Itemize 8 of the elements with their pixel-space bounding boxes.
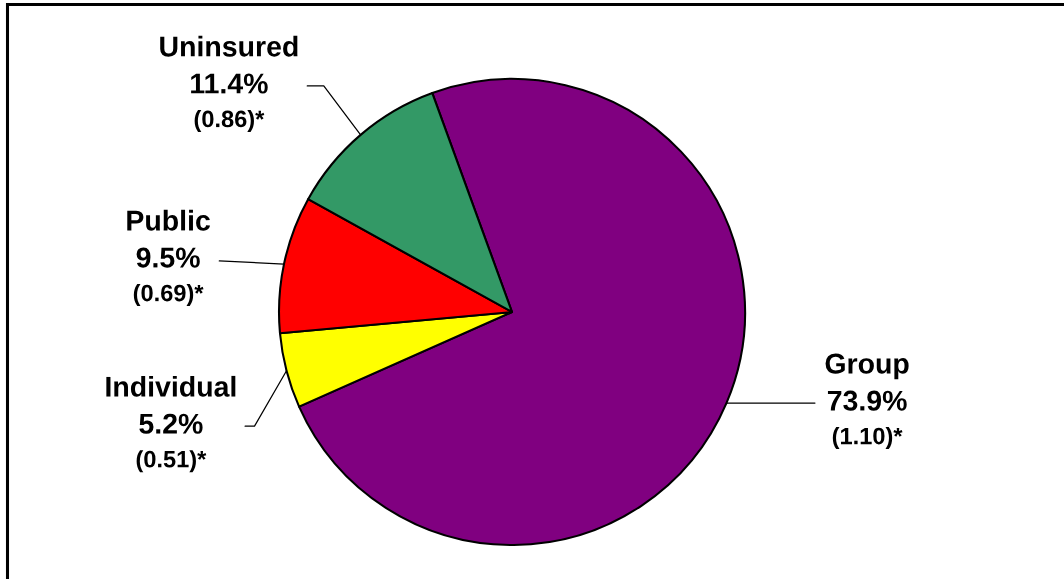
slice-label: Individual bbox=[106, 375, 236, 397]
slice-label: Public bbox=[127, 209, 210, 231]
slice-label: Uninsured bbox=[160, 35, 298, 57]
data-label: 11.4% (0.86)* bbox=[191, 73, 268, 132]
data-label: 9.5% (0.69)* bbox=[133, 247, 204, 307]
slice-label: Group bbox=[825, 353, 909, 380]
data-label: 73.9% (1.10)* bbox=[827, 390, 907, 450]
data-label: 5.2% (0.51)* bbox=[136, 413, 207, 473]
